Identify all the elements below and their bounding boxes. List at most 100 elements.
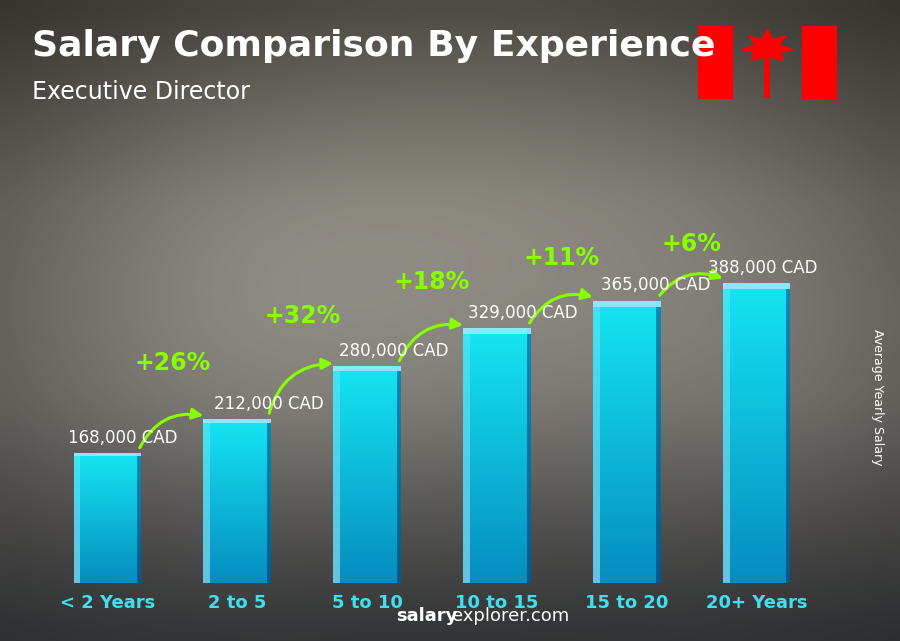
Bar [656, 371, 661, 374]
Bar [74, 455, 141, 456]
Bar [526, 479, 531, 481]
Bar [656, 378, 661, 381]
Bar [464, 549, 470, 551]
Bar [267, 493, 271, 494]
Bar [267, 504, 271, 505]
Bar [526, 467, 531, 469]
Bar [203, 551, 271, 552]
Bar [267, 471, 271, 472]
Bar [787, 388, 790, 390]
Bar [203, 500, 271, 501]
Bar [267, 460, 271, 462]
Bar [593, 503, 661, 506]
Bar [787, 458, 790, 461]
Bar [333, 446, 400, 448]
Bar [333, 451, 340, 453]
Bar [74, 494, 80, 495]
Bar [333, 547, 400, 549]
Bar [723, 486, 730, 488]
Bar [203, 524, 211, 526]
Bar [656, 487, 661, 489]
Bar [267, 530, 271, 531]
Bar [656, 515, 661, 517]
Bar [593, 338, 599, 340]
Bar [397, 488, 400, 489]
Bar [203, 454, 271, 456]
Bar [723, 443, 790, 445]
Bar [723, 478, 790, 481]
Bar [723, 435, 790, 438]
Bar [464, 378, 531, 379]
Bar [267, 499, 271, 500]
Bar [723, 503, 790, 506]
Bar [74, 530, 80, 531]
Bar [333, 517, 400, 518]
Bar [593, 385, 661, 388]
Bar [267, 527, 271, 529]
Bar [74, 554, 141, 555]
Bar [593, 374, 661, 376]
Bar [593, 536, 661, 538]
Bar [656, 503, 661, 506]
Bar [593, 492, 661, 494]
Bar [787, 296, 790, 298]
Bar [464, 575, 531, 577]
Bar [74, 505, 141, 506]
Bar [526, 481, 531, 483]
Bar [787, 531, 790, 533]
Bar [787, 343, 790, 345]
Bar [656, 385, 661, 388]
Bar [464, 381, 470, 384]
Bar [74, 458, 80, 460]
Bar [203, 467, 211, 469]
Bar [593, 553, 599, 555]
Bar [74, 570, 80, 571]
Bar [593, 447, 599, 449]
Bar [333, 480, 400, 482]
Bar [593, 544, 661, 545]
Bar [74, 578, 80, 579]
Bar [397, 526, 400, 528]
Bar [74, 542, 80, 543]
Bar [267, 581, 271, 582]
Bar [593, 560, 661, 562]
Bar [137, 505, 141, 506]
Bar [74, 520, 141, 522]
Bar [593, 315, 599, 317]
Bar [397, 410, 400, 412]
Bar [333, 574, 400, 576]
Bar [74, 488, 80, 489]
Bar [203, 431, 271, 433]
Bar [593, 362, 661, 364]
Bar [526, 464, 531, 467]
Bar [333, 368, 400, 370]
Bar [333, 469, 400, 471]
Bar [333, 376, 340, 378]
Bar [203, 451, 211, 452]
Bar [593, 322, 599, 324]
Bar [723, 398, 730, 401]
Bar [593, 472, 661, 475]
Bar [656, 485, 661, 487]
Bar [723, 305, 790, 308]
Bar [656, 501, 661, 503]
Bar [723, 370, 730, 373]
Bar [397, 406, 400, 408]
Bar [203, 470, 271, 471]
Bar [137, 539, 141, 540]
Bar [723, 431, 790, 433]
Bar [787, 533, 790, 536]
Bar [464, 424, 470, 426]
Bar [787, 578, 790, 581]
Bar [593, 326, 661, 329]
Bar [397, 480, 400, 482]
Bar [397, 374, 400, 376]
Bar [526, 545, 531, 547]
Bar [723, 456, 790, 458]
Bar [74, 492, 141, 494]
Bar [137, 453, 141, 454]
Bar [203, 510, 271, 511]
Bar [333, 388, 340, 390]
Bar [464, 560, 531, 562]
Bar [723, 553, 730, 556]
